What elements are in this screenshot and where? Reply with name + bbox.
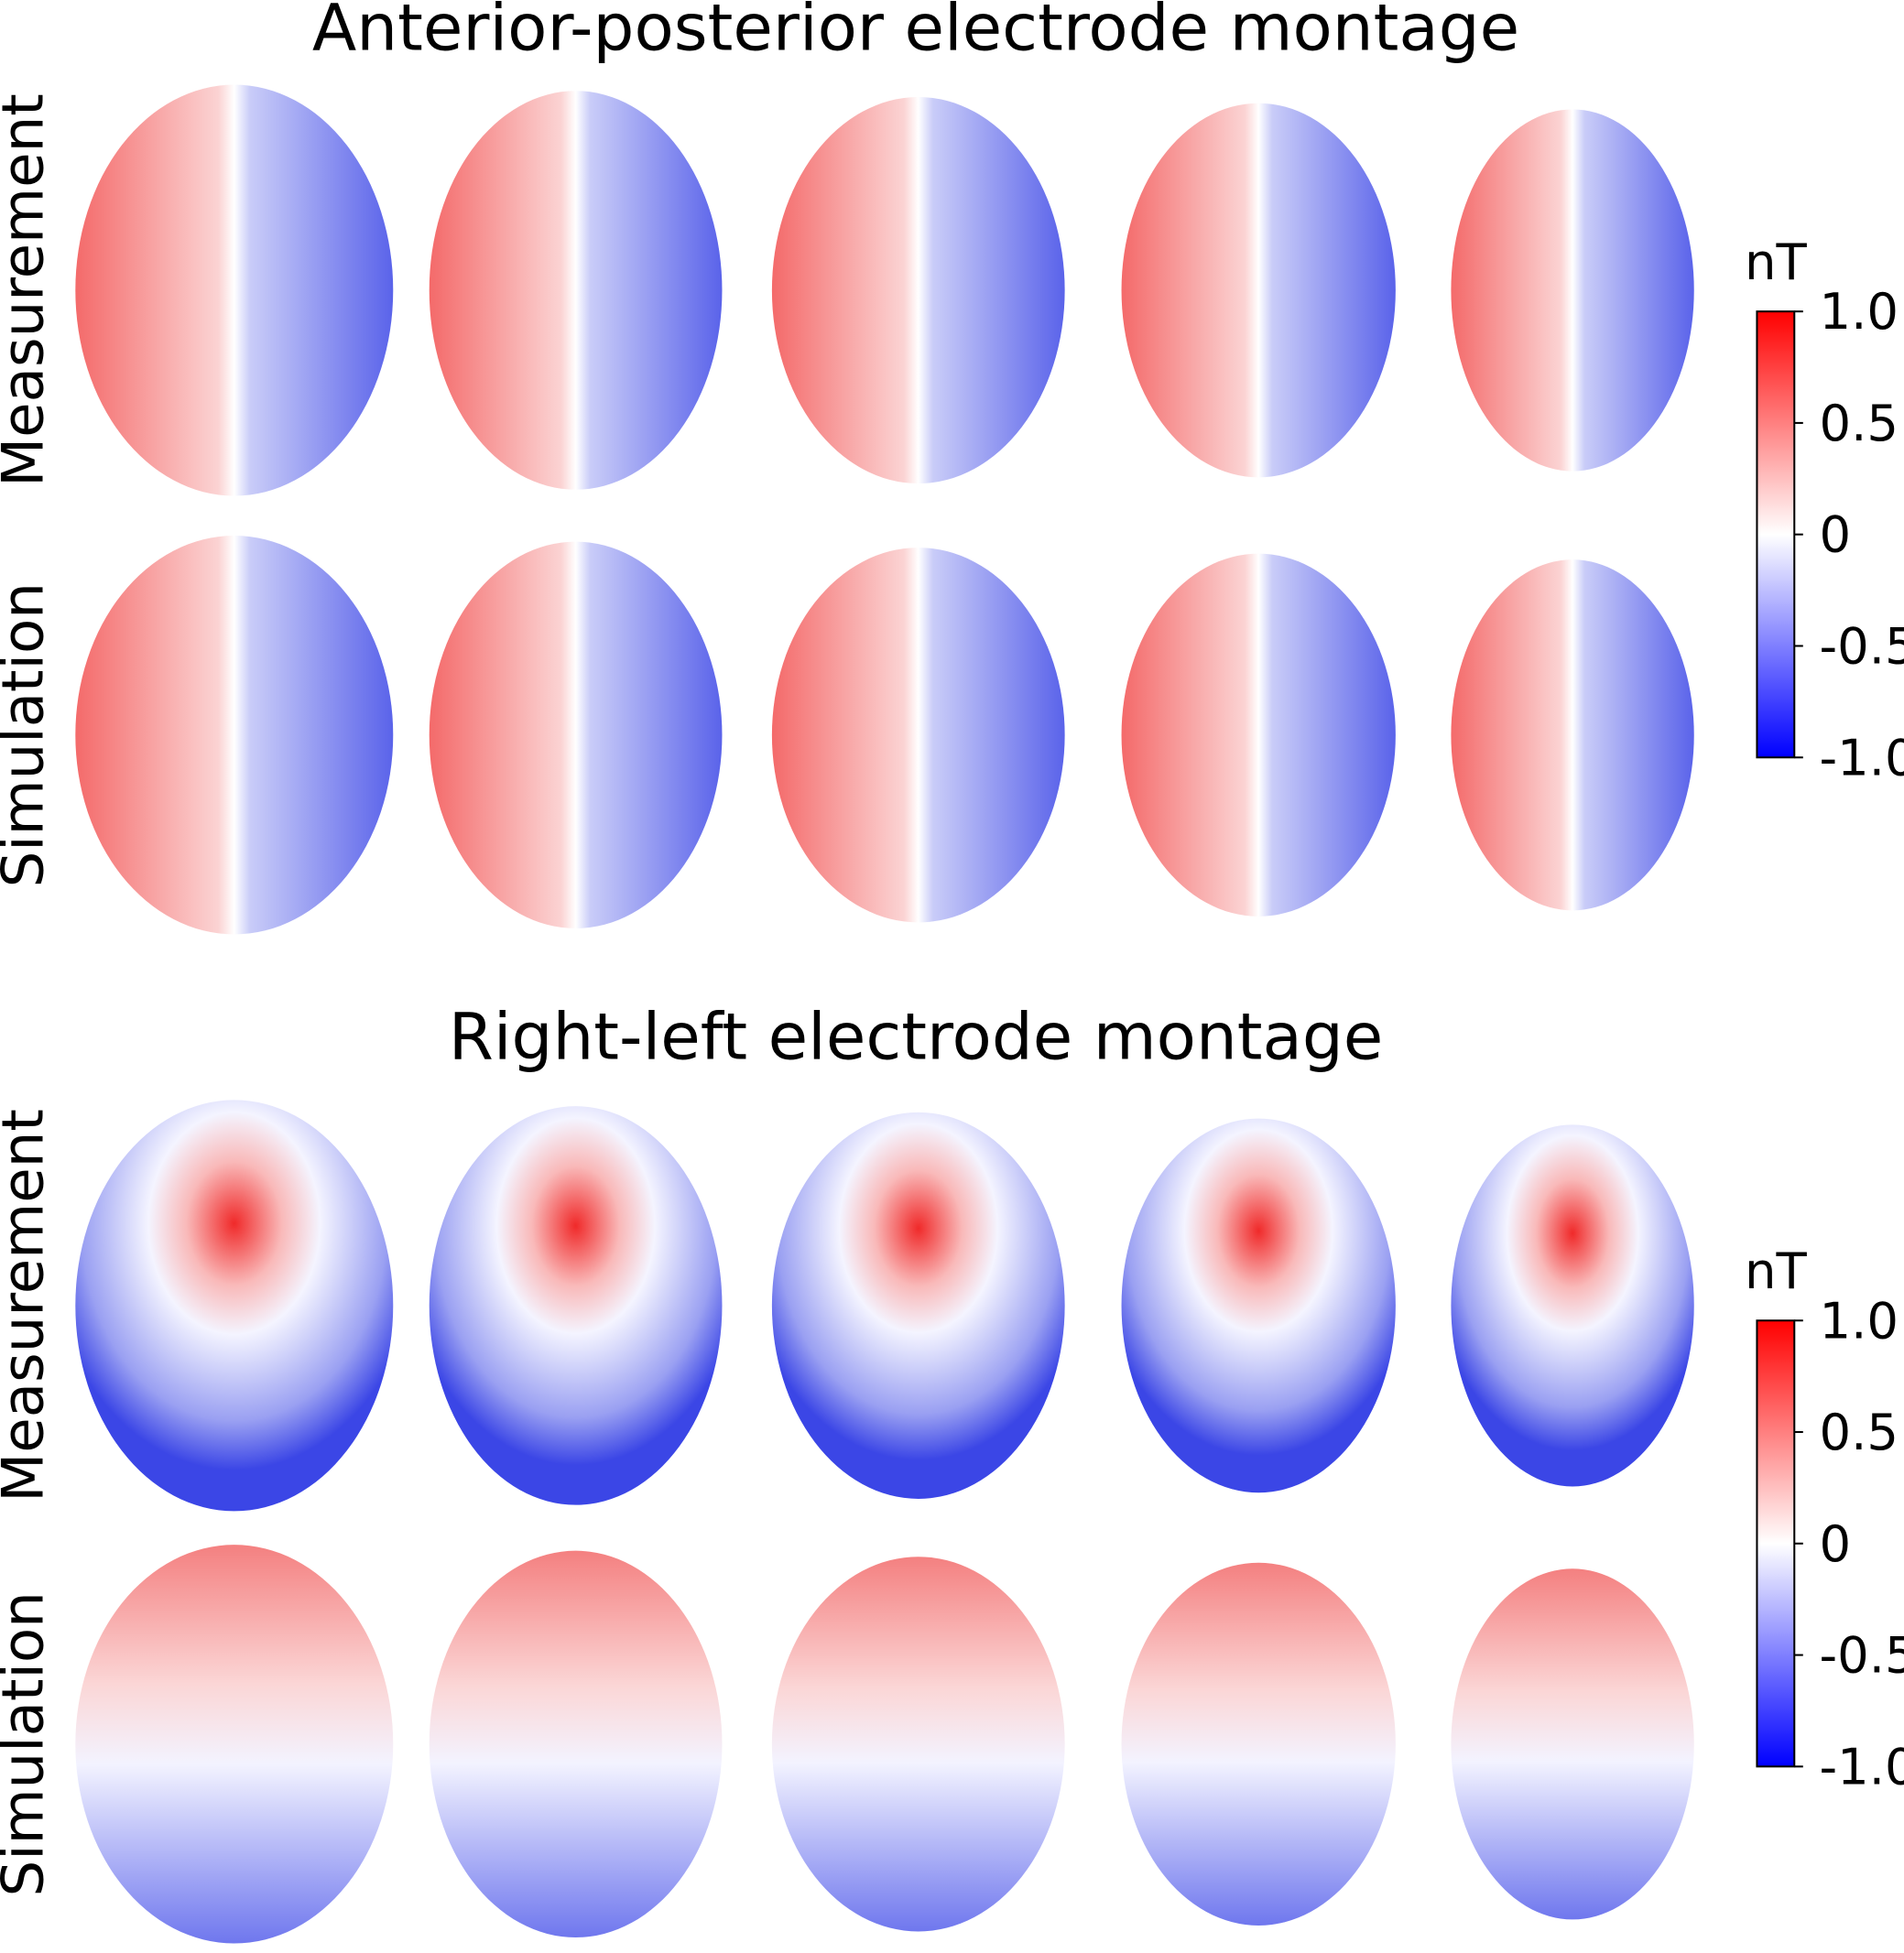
colorbar-tick-label: -1.0 bbox=[1819, 728, 1904, 787]
brain-slice bbox=[1121, 1118, 1396, 1493]
brain-slice bbox=[771, 1557, 1065, 1932]
colorbar-tick-label: -1.0 bbox=[1819, 1737, 1904, 1796]
panel-title: Anterior-posterior electrode montage bbox=[312, 0, 1519, 65]
row-label: Simulation bbox=[0, 1591, 56, 1896]
brain-slice bbox=[1451, 1568, 1694, 1920]
brain-slice bbox=[429, 541, 723, 928]
colorbar-tick-label: -0.5 bbox=[1819, 617, 1904, 676]
colorbar-tick-label: -0.5 bbox=[1819, 1626, 1904, 1685]
colorbar-tick-label: 0 bbox=[1819, 505, 1851, 564]
row-label: Measurement bbox=[0, 1109, 56, 1503]
brain-slice bbox=[75, 1100, 394, 1512]
row-label: Simulation bbox=[0, 582, 56, 887]
panel-title: Right-left electrode montage bbox=[449, 999, 1384, 1075]
brain-slice bbox=[771, 96, 1065, 484]
colorbar bbox=[1756, 1319, 1796, 1768]
brain-slice bbox=[429, 91, 723, 490]
colorbar-label: nT bbox=[1745, 1242, 1807, 1300]
brain-slice bbox=[1451, 559, 1694, 911]
brain-slice bbox=[771, 548, 1065, 923]
colorbar-tick-label: 0 bbox=[1819, 1514, 1851, 1573]
brain-slice bbox=[75, 1545, 394, 1944]
brain-slice bbox=[1451, 109, 1694, 472]
brain-slice bbox=[75, 84, 394, 496]
brain-slice bbox=[1121, 553, 1396, 917]
colorbar-tick-label: 1.0 bbox=[1819, 1291, 1899, 1350]
colorbar-tick-label: 0.5 bbox=[1819, 394, 1899, 452]
row-label: Measurement bbox=[0, 93, 56, 487]
brain-slice bbox=[1451, 1124, 1694, 1487]
colorbar-tick-label: 0.5 bbox=[1819, 1403, 1899, 1461]
brain-slice bbox=[75, 536, 394, 935]
brain-slice bbox=[429, 1106, 723, 1505]
brain-slice bbox=[1121, 103, 1396, 478]
brain-slice bbox=[771, 1112, 1065, 1499]
colorbar bbox=[1756, 310, 1796, 759]
colorbar-tick-label: 1.0 bbox=[1819, 282, 1899, 341]
colorbar-label: nT bbox=[1745, 233, 1807, 291]
brain-slice bbox=[1121, 1562, 1396, 1926]
brain-slice bbox=[429, 1550, 723, 1938]
